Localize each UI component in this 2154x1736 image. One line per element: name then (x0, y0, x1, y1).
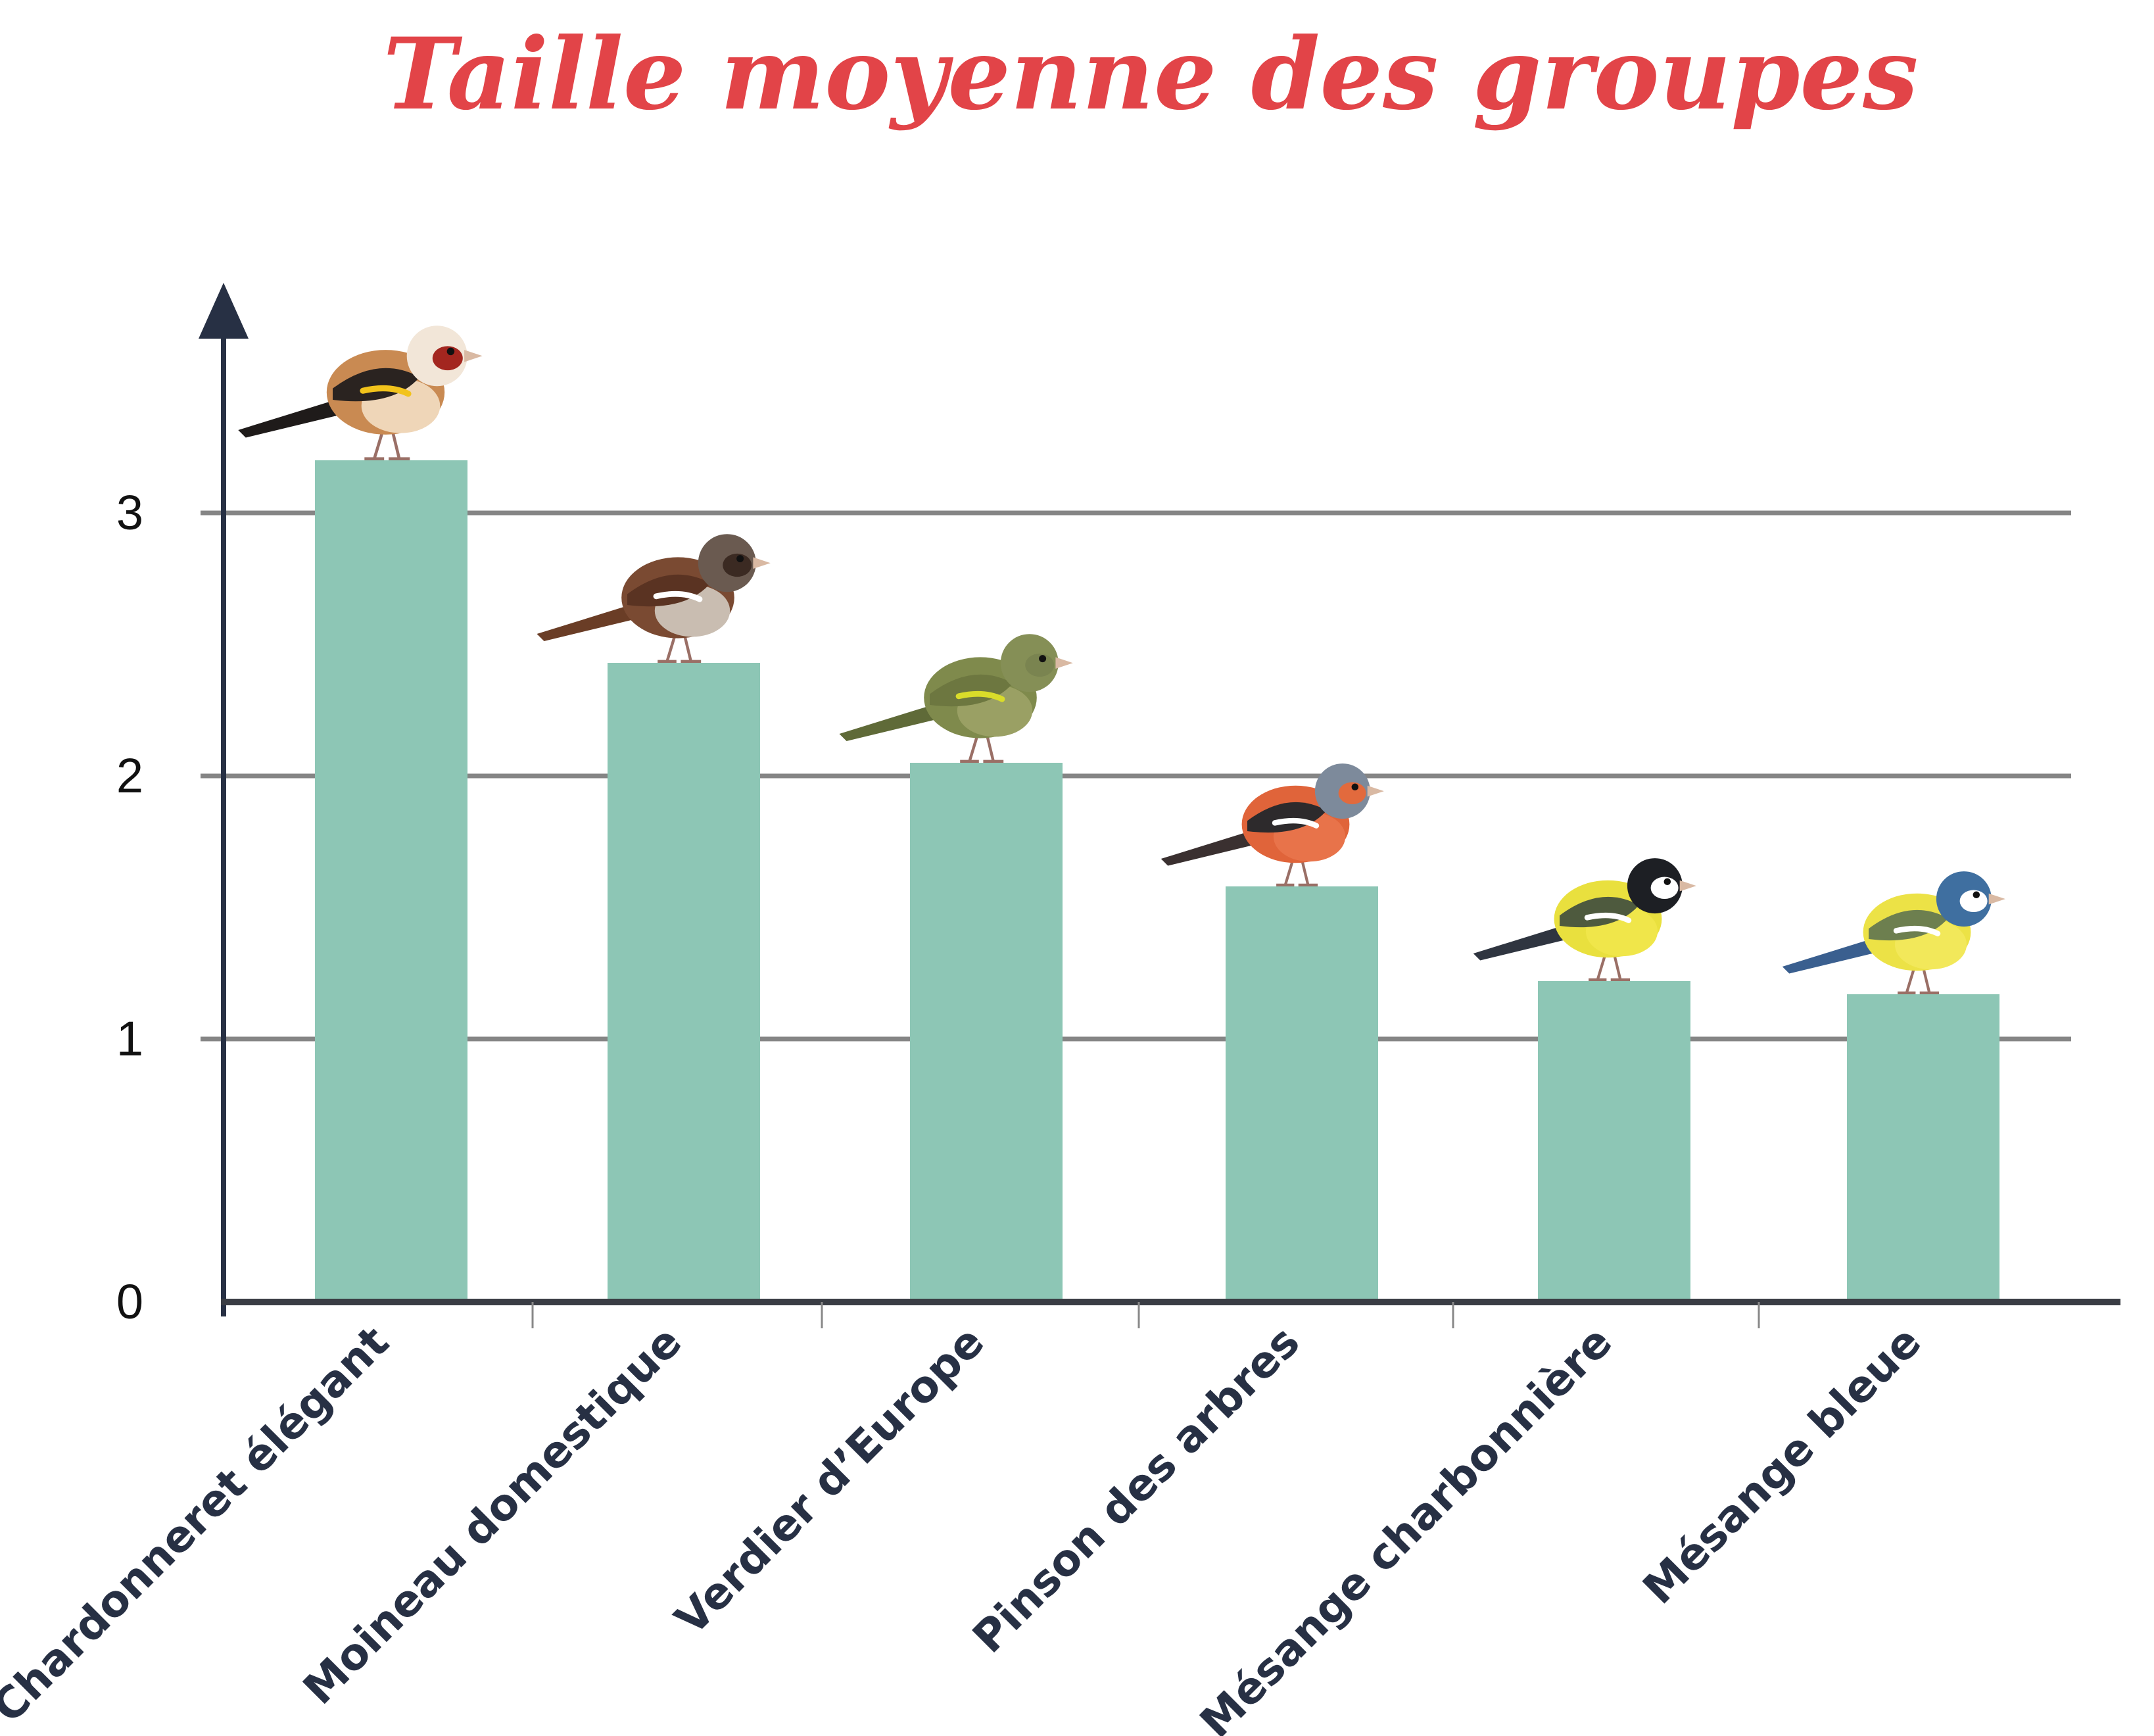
bar-1 (315, 460, 467, 1302)
great-tit-icon (1473, 858, 1696, 981)
axes (199, 283, 2120, 1328)
bar-2 (608, 663, 760, 1302)
chart-title: Taille moyenne des groupes (383, 16, 1919, 132)
bars (315, 460, 1999, 1302)
bar-3 (910, 763, 1063, 1302)
chaffinch-icon (1161, 763, 1384, 886)
y-tick-label: 0 (116, 1274, 143, 1329)
y-tick-label: 3 (116, 485, 143, 540)
grid-lines (201, 510, 2071, 1042)
bar-5 (1538, 981, 1690, 1302)
x-tick-label: Pinson des arbres (963, 1316, 1310, 1663)
y-tick-labels: 0 1 2 3 (116, 485, 143, 1329)
sparrow-icon (537, 534, 771, 663)
x-tick-label: Verdier d’Europe (665, 1316, 993, 1645)
bird-icons (238, 326, 2005, 994)
y-tick-label: 2 (116, 748, 143, 803)
x-tick-label: Mésange bleue (1633, 1316, 1930, 1614)
bar-4 (1226, 886, 1378, 1302)
y-axis-arrow (199, 283, 249, 339)
blue-tit-icon (1782, 871, 2005, 994)
goldfinch-icon (238, 326, 483, 460)
bar-6 (1847, 994, 1999, 1302)
greenfinch-icon (839, 634, 1073, 763)
y-tick-label: 1 (116, 1011, 143, 1066)
